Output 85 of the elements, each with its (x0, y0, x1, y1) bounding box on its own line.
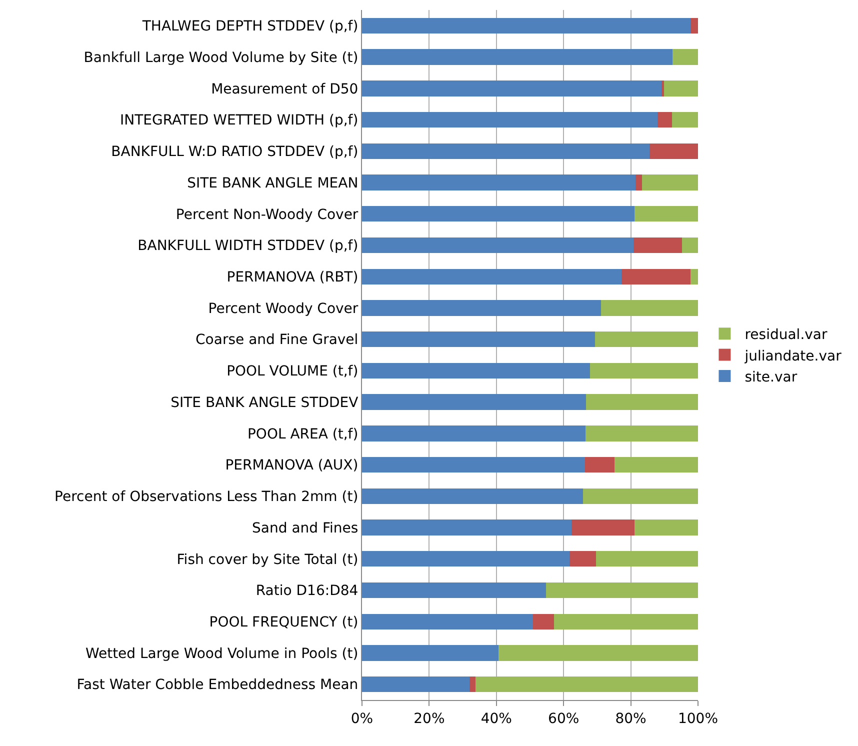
bar (362, 112, 658, 128)
bar (362, 645, 498, 661)
y-tick-label: THALWEG DEPTH STDDEV (p,f) (141, 18, 358, 35)
bar (614, 456, 698, 473)
bar (554, 614, 698, 630)
bar (362, 80, 662, 96)
bar (585, 456, 614, 473)
bar (362, 143, 650, 159)
bar (585, 426, 698, 442)
legend-label: residual.var (744, 327, 828, 344)
bar (362, 268, 622, 284)
y-tick-label: Percent Woody Cover (208, 300, 358, 317)
bar (586, 394, 698, 410)
bar (682, 237, 698, 254)
bar (476, 676, 698, 692)
bar (657, 112, 672, 128)
bar (690, 268, 698, 284)
bar (362, 394, 586, 410)
bar (362, 362, 590, 379)
y-tick-label: Percent of Observations Less Than 2mm (t) (54, 489, 358, 506)
bar (649, 143, 698, 159)
bar (362, 582, 546, 598)
y-tick-label: SITE BANK ANGLE MEAN (187, 175, 358, 192)
bar (533, 614, 554, 630)
bar (362, 488, 583, 504)
bar (362, 49, 672, 65)
bar (362, 520, 572, 536)
y-tick-label: PERMANOVA (AUX) (225, 458, 358, 474)
y-tick-label: Ratio D16:D84 (256, 583, 358, 600)
y-tick-label: BANKFULL W:D RATIO STDDEV (p,f) (111, 144, 358, 160)
x-tick-label: 60% (548, 710, 580, 727)
x-tick-label: 100% (678, 710, 718, 727)
bar (661, 80, 664, 96)
bar (498, 645, 698, 661)
x-tick-label: 80% (615, 710, 646, 727)
y-tick-label: Bankfull Large Wood Volume by Site (t) (84, 50, 358, 66)
bar (362, 174, 636, 190)
bar (622, 268, 690, 284)
bar (571, 520, 634, 536)
bar (570, 551, 596, 567)
bar (362, 206, 634, 222)
bar (672, 49, 698, 65)
y-tick-label: POOL FREQUENCY (t) (209, 614, 358, 630)
y-tick-label: Percent Non-Woody Cover (176, 206, 358, 223)
legend-label: site.var (744, 369, 798, 386)
y-tick-label: Fish cover by Site Total (t) (176, 552, 358, 568)
bar (362, 614, 534, 630)
bar (362, 237, 634, 254)
y-tick-label: Wetted Large Wood Volume in Pools (t) (85, 646, 358, 662)
bar (362, 426, 586, 442)
x-tick-label: 40% (480, 710, 512, 727)
bar (582, 488, 698, 504)
bar (634, 520, 698, 536)
bar (362, 18, 690, 34)
bar (690, 18, 698, 34)
y-tick-label: SITE BANK ANGLE STDDEV (170, 394, 359, 411)
bar (590, 362, 698, 379)
bar (634, 206, 698, 222)
y-tick-label: Measurement of D50 (211, 81, 358, 98)
bar (362, 551, 570, 567)
bar (362, 676, 470, 692)
y-tick-label: Coarse and Fine Gravel (196, 332, 358, 348)
bar (633, 237, 682, 254)
x-tick-label: 0% (350, 710, 374, 727)
y-tick-label: POOL AREA (t,f) (247, 426, 358, 442)
bar (636, 174, 642, 190)
bar (362, 331, 595, 348)
bar (642, 174, 698, 190)
bar (362, 300, 601, 316)
y-tick-label: BANKFULL WIDTH STDDEV (p,f) (138, 238, 358, 254)
bar (594, 331, 698, 348)
bar (600, 300, 698, 316)
bar (546, 582, 698, 598)
y-tick-label: Sand and Fines (252, 520, 358, 536)
bar (470, 676, 476, 692)
legend-label: juliandate.var (744, 348, 842, 364)
bar (596, 551, 698, 567)
y-tick-label: Fast Water Cobble Embeddedness Mean (76, 677, 358, 694)
x-tick-label: 20% (414, 710, 445, 727)
y-tick-label: INTEGRATED WETTED WIDTH (p,f) (120, 112, 358, 129)
bar (672, 112, 698, 128)
y-tick-label: POOL VOLUME (t,f) (226, 364, 358, 380)
bar (362, 456, 586, 473)
bar (664, 80, 698, 96)
y-tick-label: PERMANOVA (RBT) (226, 269, 358, 286)
